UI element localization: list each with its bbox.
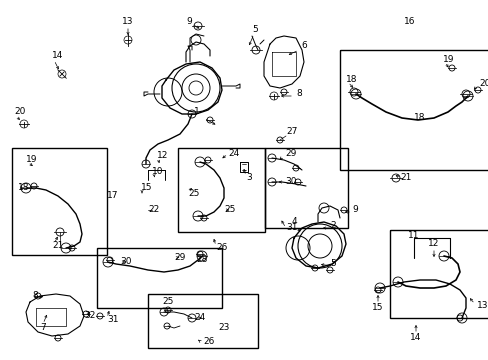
Text: 30: 30 [285,177,296,186]
Text: 30: 30 [120,257,131,266]
Text: 14: 14 [52,51,63,60]
Text: 25: 25 [162,297,173,306]
Text: 2: 2 [329,221,335,230]
Text: 12: 12 [427,239,439,248]
Text: 18: 18 [18,184,29,193]
Text: 28: 28 [196,256,207,265]
Text: 18: 18 [413,113,425,122]
Text: 15: 15 [371,303,383,312]
Text: 26: 26 [203,338,214,346]
Text: 14: 14 [409,333,421,342]
Text: 8: 8 [32,292,38,301]
Text: 19: 19 [26,156,38,165]
Text: 20: 20 [478,80,488,89]
Text: 27: 27 [285,127,297,136]
Text: 25: 25 [187,189,199,198]
Bar [264,148,347,228]
Text: 15: 15 [141,184,152,193]
Text: 29: 29 [285,149,296,158]
Text: 9: 9 [351,206,357,215]
Bar [12,148,107,255]
Text: 23: 23 [218,324,229,333]
Bar [339,50,488,170]
Text: 18: 18 [346,76,357,85]
Text: 16: 16 [404,18,415,27]
Text: 11: 11 [407,231,419,240]
Text: 13: 13 [476,302,488,310]
Bar [389,230,488,318]
Text: 32: 32 [84,311,95,320]
Text: 9: 9 [185,18,191,27]
Text: 19: 19 [442,55,453,64]
Text: 4: 4 [291,217,297,226]
Text: 31: 31 [285,224,297,233]
Text: 20: 20 [14,108,25,117]
Text: 21: 21 [52,242,63,251]
Text: 5: 5 [251,26,257,35]
Text: 29: 29 [174,253,185,262]
Text: 1: 1 [194,108,199,117]
Text: 24: 24 [227,149,239,158]
Text: 26: 26 [216,243,227,252]
Bar [97,248,222,308]
Text: 5: 5 [329,260,335,269]
Text: 25: 25 [224,206,235,215]
Text: 24: 24 [194,314,205,323]
Text: 21: 21 [399,174,410,183]
Bar [148,294,258,348]
Text: 3: 3 [245,174,251,183]
Text: 31: 31 [107,315,118,324]
Text: 17: 17 [107,190,118,199]
Text: 12: 12 [157,152,168,161]
Text: 13: 13 [122,18,134,27]
Text: 22: 22 [148,206,159,215]
Text: 10: 10 [152,167,163,176]
Text: 6: 6 [301,41,306,50]
Text: 8: 8 [295,90,301,99]
Bar [178,148,264,232]
Text: 7: 7 [40,324,46,333]
